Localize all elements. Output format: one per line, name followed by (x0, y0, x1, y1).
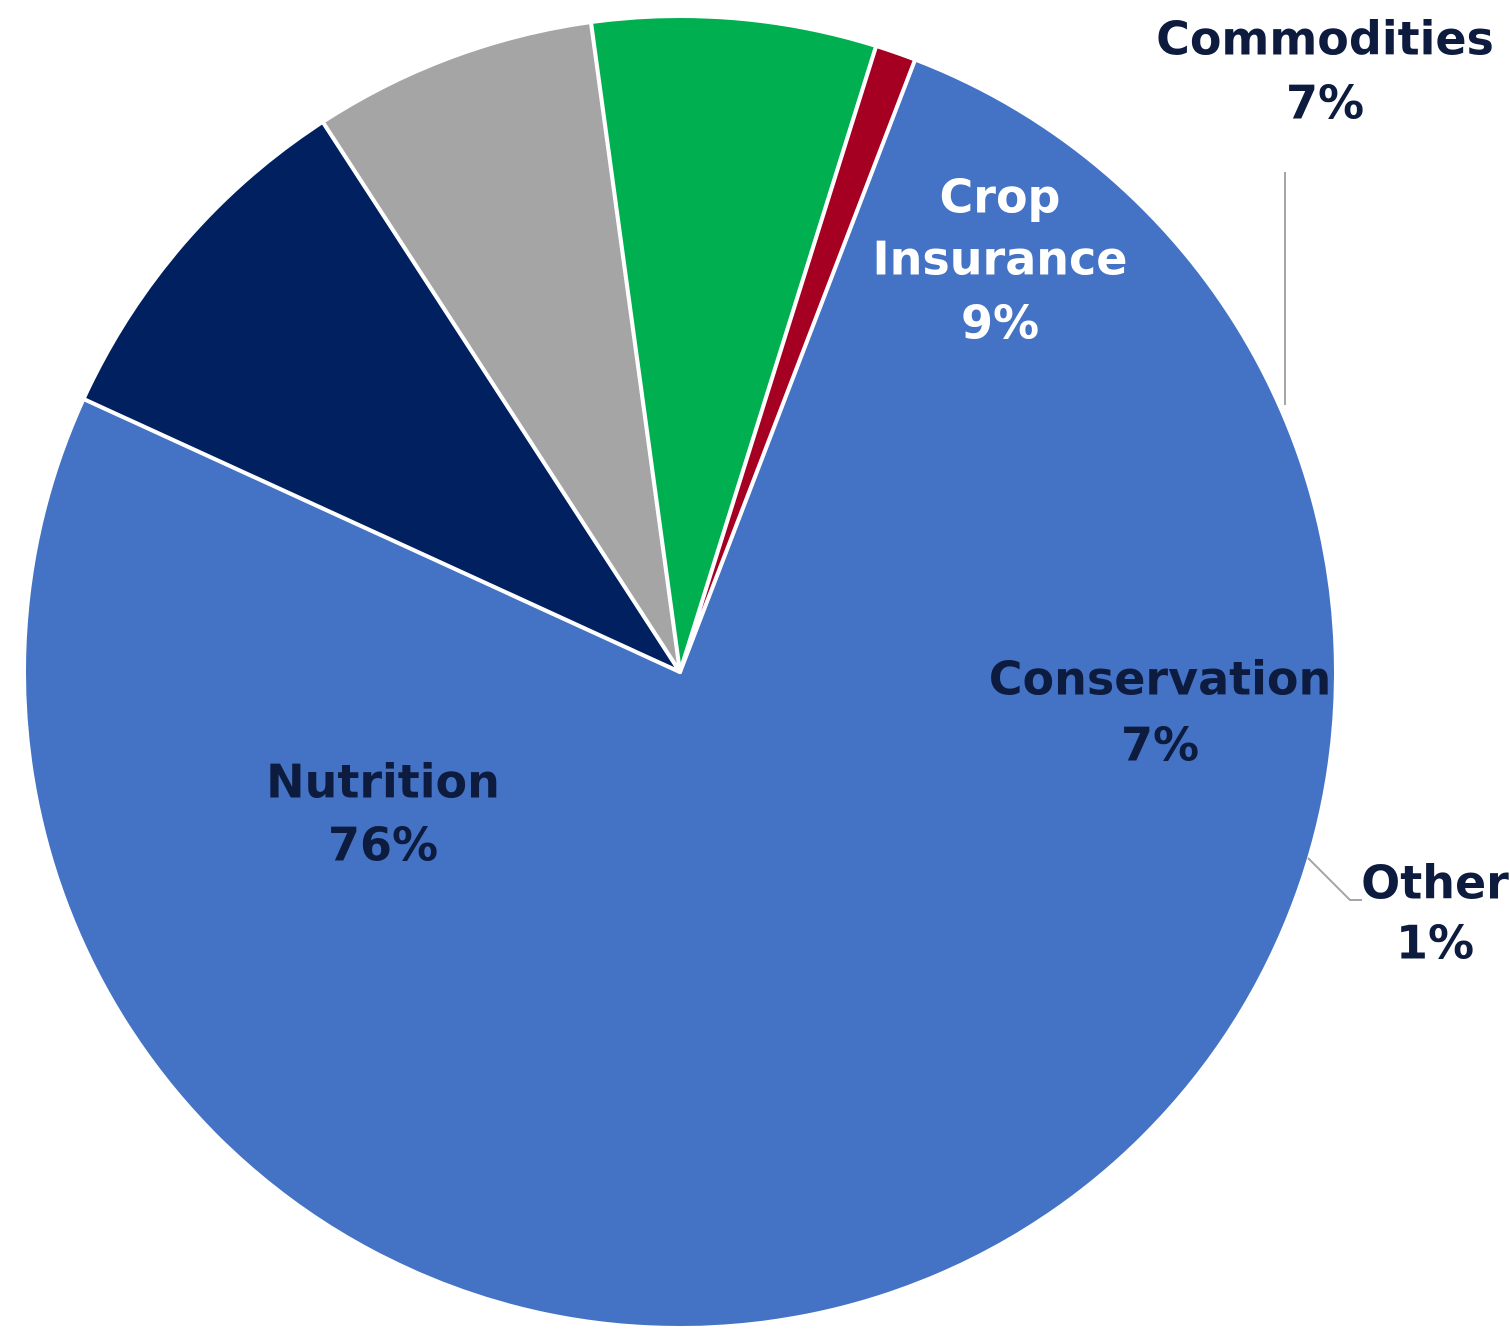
leader-line-other (1307, 857, 1362, 901)
pie-slices (22, 14, 1338, 1330)
data-label-name-commodities: Commodities (1156, 12, 1494, 66)
data-label-name-nutrition: Nutrition (266, 755, 500, 809)
data-label-pct-commodities: 7% (1286, 76, 1364, 130)
pie-slice-commodities (320, 20, 682, 674)
data-label-pct-nutrition: 76% (328, 818, 438, 872)
pie-slice-crop-insurance (81, 119, 682, 674)
data-label-name-other: Other (1361, 856, 1509, 910)
leader-lines (1284, 172, 1362, 901)
pie-slice-nutrition (22, 57, 1338, 1330)
data-label-name-crop-insurance: Insurance (873, 232, 1128, 286)
pie-slice-conservation (588, 14, 879, 674)
data-label-pct-other: 1% (1396, 916, 1474, 970)
data-label-pct-conservation: 7% (1121, 718, 1199, 772)
data-label-name-conservation: Conservation (989, 652, 1332, 706)
pie-slice-other (678, 44, 918, 674)
data-label-pct-crop-insurance: 9% (961, 296, 1039, 350)
data-label-name-crop-insurance: Crop (940, 170, 1061, 224)
slice-labels: Nutrition 76% Crop Insurance 9% Commodities 7%… (266, 12, 1509, 970)
